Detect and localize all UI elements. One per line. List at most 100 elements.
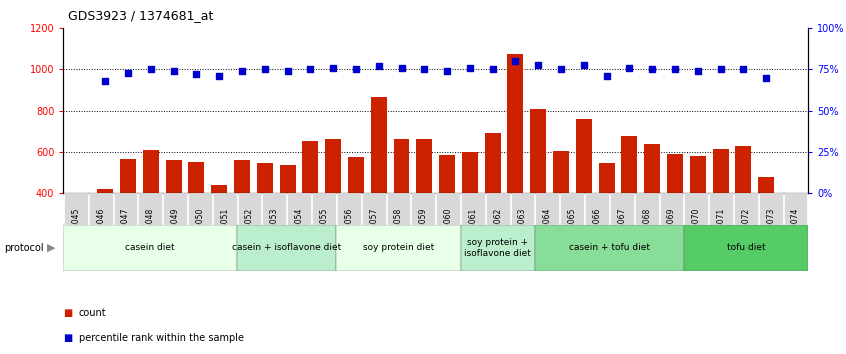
FancyBboxPatch shape [437,193,460,269]
Text: GSM586065: GSM586065 [568,208,577,254]
Point [714,67,728,72]
Bar [667,154,683,275]
Point [691,68,705,74]
Point [623,65,636,71]
Point [212,73,226,79]
Bar [189,162,205,275]
FancyBboxPatch shape [188,193,212,269]
Text: GSM586072: GSM586072 [741,208,750,254]
FancyBboxPatch shape [684,225,808,271]
Point [600,73,613,79]
Text: percentile rank within the sample: percentile rank within the sample [79,333,244,343]
FancyBboxPatch shape [734,193,758,269]
Point [418,67,431,72]
FancyBboxPatch shape [783,193,807,269]
Text: GSM586054: GSM586054 [294,208,304,254]
Text: GSM586045: GSM586045 [71,208,80,254]
Text: GSM586055: GSM586055 [320,208,328,254]
Bar [212,185,228,275]
Point [508,58,522,64]
Point [760,75,773,81]
FancyBboxPatch shape [237,225,337,271]
Text: GDS3923 / 1374681_at: GDS3923 / 1374681_at [68,9,213,22]
FancyBboxPatch shape [312,193,336,269]
Text: GSM586067: GSM586067 [618,208,626,254]
Text: ■: ■ [63,308,73,318]
FancyBboxPatch shape [113,193,137,269]
FancyBboxPatch shape [585,193,609,269]
Text: ▶: ▶ [47,243,56,253]
Text: count: count [79,308,107,318]
FancyBboxPatch shape [535,225,684,271]
Text: GSM586062: GSM586062 [493,208,503,254]
FancyBboxPatch shape [238,193,261,269]
Text: GSM586066: GSM586066 [592,208,602,254]
Point [531,62,545,67]
Text: GSM586058: GSM586058 [394,208,403,254]
Bar [439,155,455,275]
Bar [576,119,592,275]
FancyBboxPatch shape [288,193,311,269]
Point [349,67,363,72]
Text: GSM586074: GSM586074 [791,208,800,254]
Bar [234,160,250,275]
Text: GSM586063: GSM586063 [518,208,527,254]
FancyBboxPatch shape [684,193,708,269]
Bar [599,163,614,275]
Text: GSM586052: GSM586052 [245,208,254,254]
Text: GSM586051: GSM586051 [220,208,229,254]
FancyBboxPatch shape [63,225,237,271]
Text: GSM586073: GSM586073 [766,208,775,254]
Text: GSM586068: GSM586068 [642,208,651,254]
Text: GSM586059: GSM586059 [419,208,428,254]
Bar [508,54,524,275]
Text: GSM586061: GSM586061 [469,208,477,254]
Point [327,65,340,71]
FancyBboxPatch shape [411,193,435,269]
Point [668,67,682,72]
Bar [279,165,295,275]
Bar [120,159,136,275]
Point [486,67,499,72]
Text: protocol: protocol [4,243,44,253]
Point [395,65,409,71]
FancyBboxPatch shape [560,193,584,269]
Bar [302,142,318,275]
Text: GSM586071: GSM586071 [717,208,726,254]
FancyBboxPatch shape [64,193,88,269]
Bar [166,160,182,275]
Bar [689,156,706,275]
FancyBboxPatch shape [362,193,386,269]
Text: GSM586060: GSM586060 [443,208,453,254]
FancyBboxPatch shape [511,193,535,269]
Bar [325,139,341,275]
Point [167,68,180,74]
Point [577,62,591,67]
Bar [712,149,728,275]
Text: ■: ■ [63,333,73,343]
Text: tofu diet: tofu diet [727,243,765,252]
Point [645,67,659,72]
FancyBboxPatch shape [461,193,485,269]
FancyBboxPatch shape [163,193,187,269]
Point [98,78,112,84]
Point [737,67,750,72]
FancyBboxPatch shape [337,193,360,269]
Bar [416,139,432,275]
Point [121,70,135,76]
Text: soy protein diet: soy protein diet [363,243,434,252]
Bar [257,163,272,275]
Bar [485,133,501,275]
FancyBboxPatch shape [89,193,113,269]
Text: GSM586049: GSM586049 [171,208,179,254]
Bar [622,136,637,275]
FancyBboxPatch shape [486,193,509,269]
Text: GSM586050: GSM586050 [195,208,205,254]
Text: GSM586053: GSM586053 [270,208,279,254]
FancyBboxPatch shape [660,193,684,269]
Bar [758,177,774,275]
Text: soy protein +
isoflavone diet: soy protein + isoflavone diet [464,238,531,257]
Point [258,67,272,72]
Point [554,67,568,72]
Text: casein + isoflavone diet: casein + isoflavone diet [232,243,342,252]
